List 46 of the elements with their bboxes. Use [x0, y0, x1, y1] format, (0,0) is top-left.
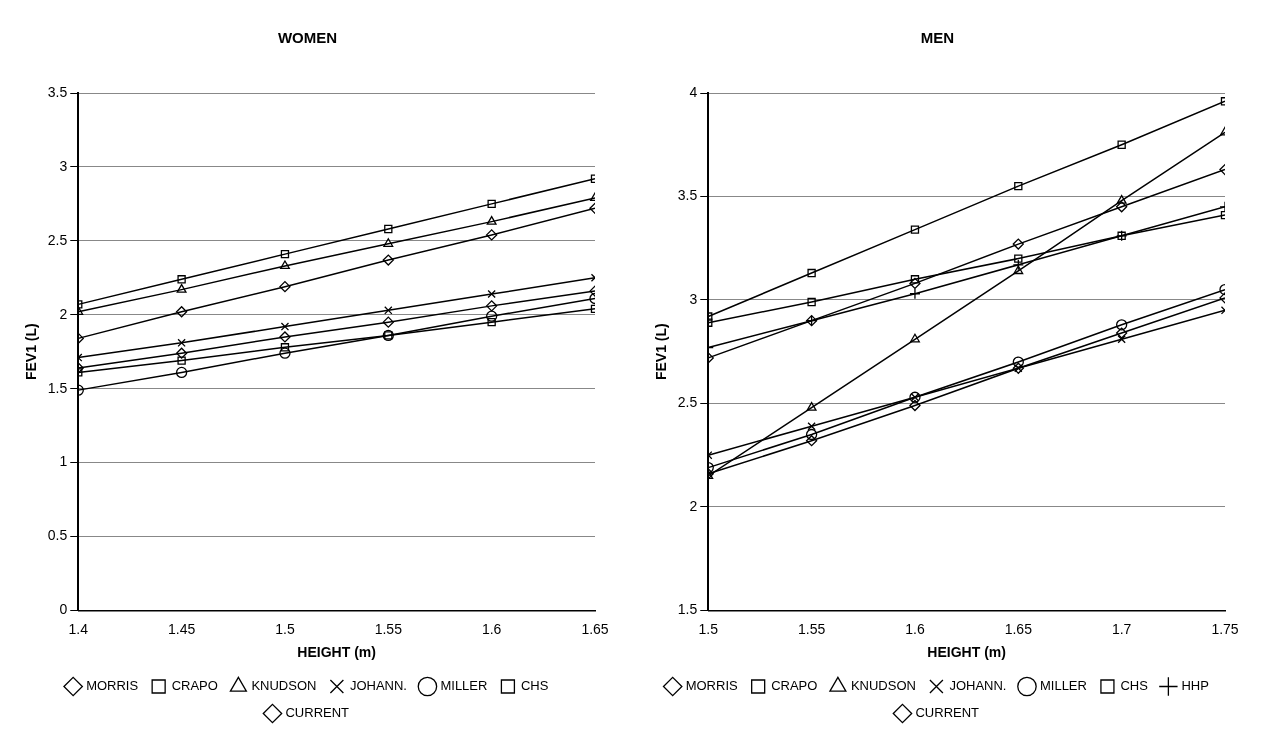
legend-label: CURRENT: [915, 705, 980, 721]
y-tick-label: 3.5: [677, 187, 698, 204]
y-axis-title: FEV1 (L): [23, 323, 40, 381]
x-tick-label: 1.65: [581, 620, 609, 637]
x-tick-label: 1.4: [68, 620, 89, 637]
x-tick-label: 1.65: [1004, 620, 1033, 637]
chart-title: MEN: [920, 29, 955, 47]
x-tick-label: 1.75: [1211, 620, 1239, 637]
y-tick-label: 1.5: [47, 379, 68, 396]
legend-label: KNUDSON: [850, 678, 916, 694]
y-tick-label: 3: [689, 290, 698, 307]
y-tick-label: 2.5: [677, 394, 698, 411]
y-tick-label: 4: [689, 83, 698, 100]
x-tick-label: 1.6: [481, 620, 502, 637]
x-axis-title: HEIGHT (m): [297, 644, 376, 661]
y-tick-label: 0.5: [47, 527, 68, 544]
x-tick-label: 1.55: [797, 620, 826, 637]
legend-label: MORRIS: [86, 678, 139, 694]
legend-label: JOHANN.: [949, 678, 1007, 694]
y-tick-label: 0: [59, 601, 68, 618]
y-tick-label: 2: [59, 305, 68, 322]
y-tick-label: 2: [689, 497, 698, 514]
legend-label: KNUDSON: [251, 678, 317, 694]
y-axis-title: FEV1 (L): [653, 323, 670, 381]
legend-label: MILLER: [440, 678, 488, 694]
x-tick-label: 1.55: [374, 620, 403, 637]
x-tick-label: 1.45: [167, 620, 196, 637]
x-tick-label: 1.7: [1111, 620, 1132, 637]
legend-label: CHS: [1120, 678, 1149, 694]
legend-label: CURRENT: [285, 705, 350, 721]
legend-label: CRAPO: [171, 678, 218, 694]
y-tick-label: 3: [59, 157, 68, 174]
legend-label: CRAPO: [771, 678, 818, 694]
x-axis-title: HEIGHT (m): [927, 644, 1006, 661]
legend-label: CHS: [520, 678, 549, 694]
legend-label: MILLER: [1039, 678, 1087, 694]
chart-title: WOMEN: [277, 29, 338, 47]
legend-label: HHP: [1181, 678, 1209, 694]
y-tick-label: 2.5: [47, 231, 68, 248]
y-tick-label: 3.5: [47, 83, 68, 100]
legend-label: MORRIS: [685, 678, 738, 694]
y-tick-label: 1: [59, 453, 68, 470]
legend-label: JOHANN.: [349, 678, 407, 694]
x-tick-label: 1.6: [905, 620, 925, 637]
y-tick-label: 1.5: [677, 601, 698, 618]
x-tick-label: 1.5: [275, 620, 295, 637]
